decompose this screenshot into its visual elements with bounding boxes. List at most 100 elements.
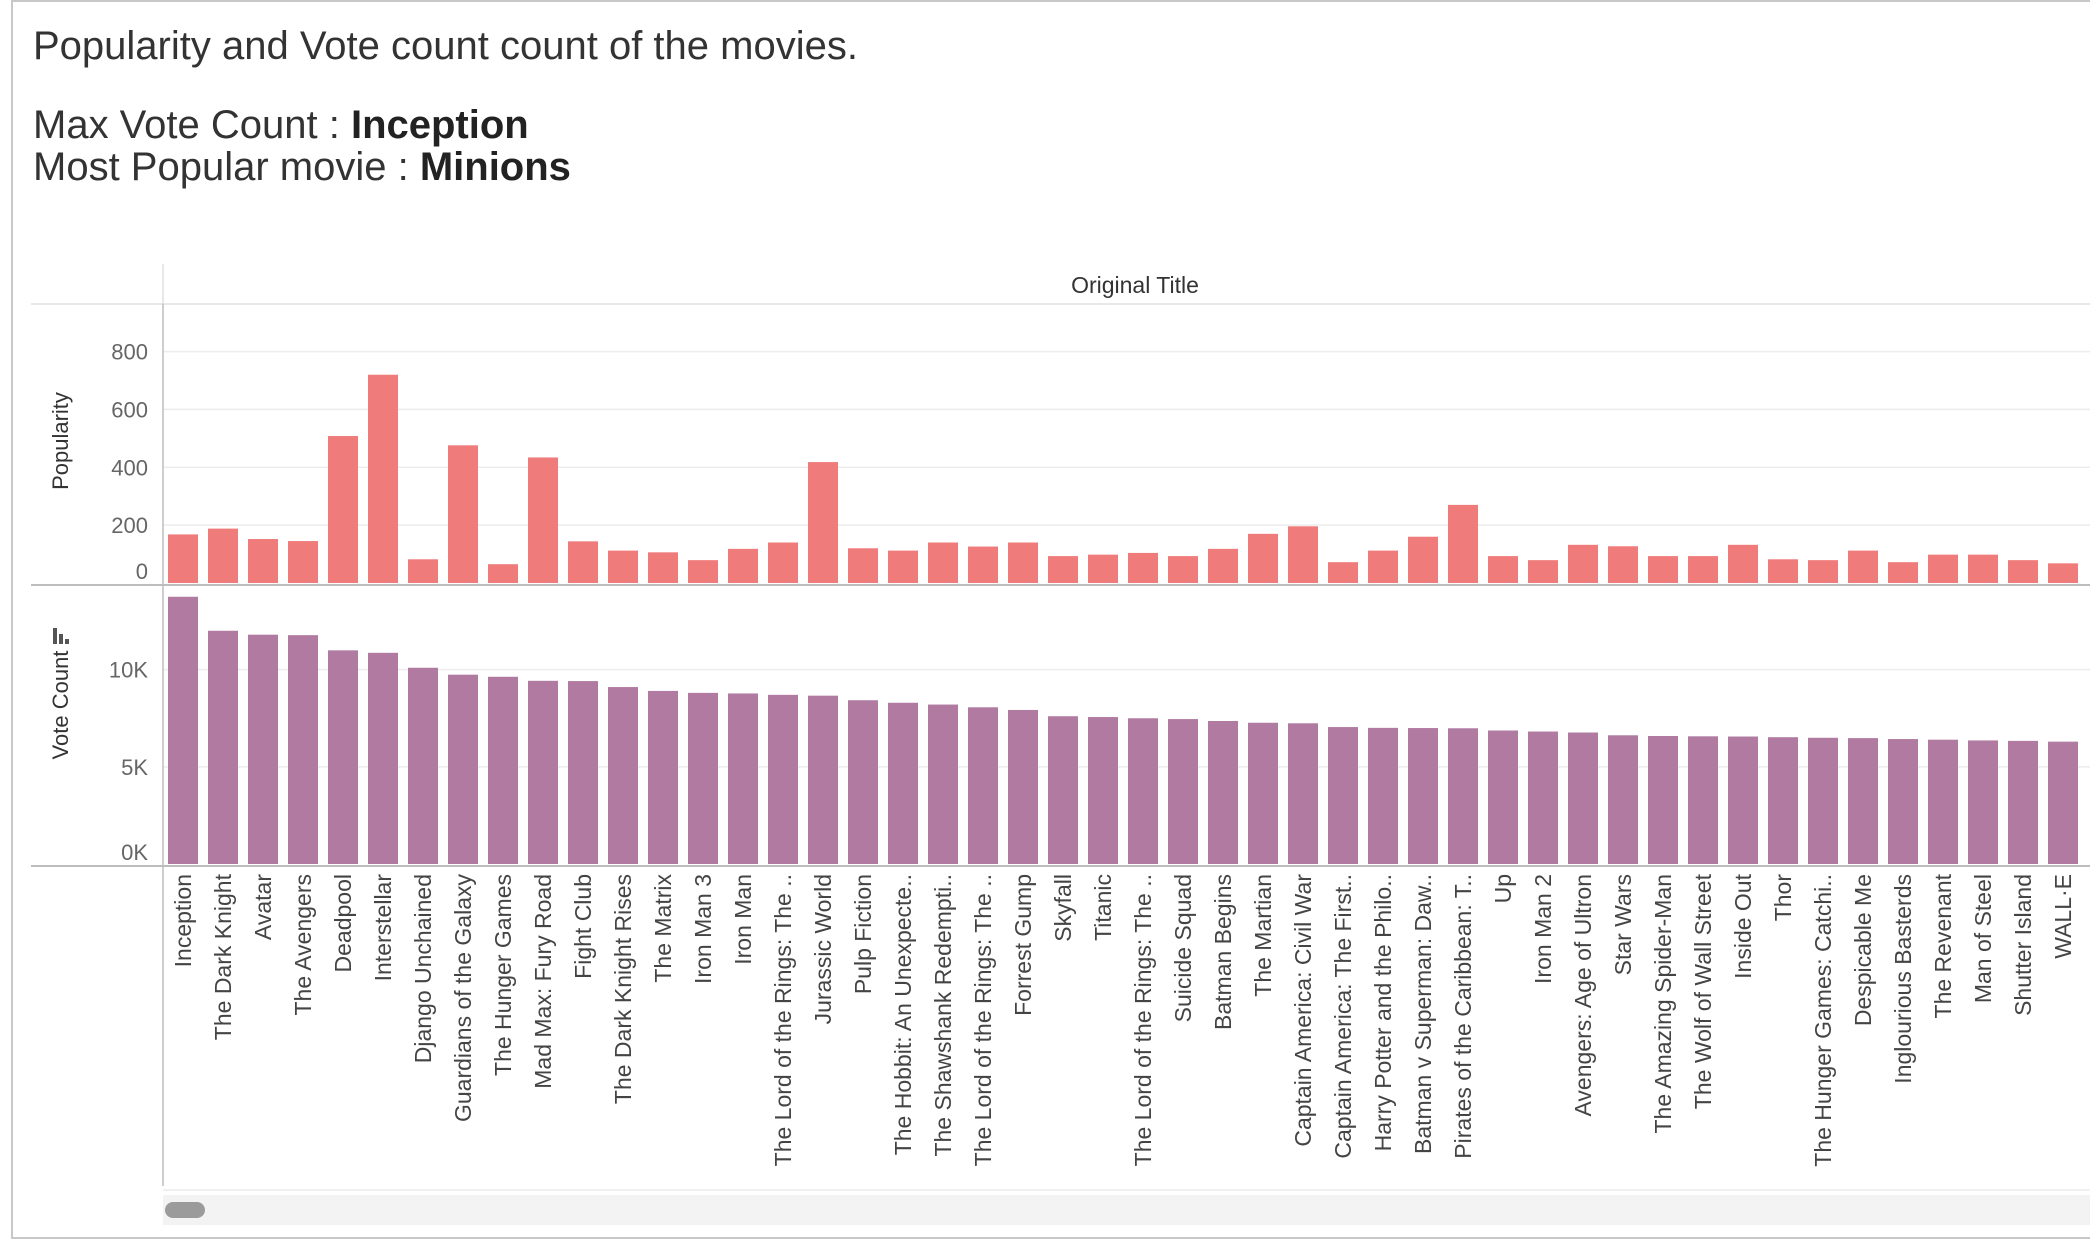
bar [648, 552, 678, 583]
max-vote-label: Max Vote Count : [33, 103, 351, 147]
bar [888, 702, 918, 864]
bar [408, 559, 438, 583]
bar [1648, 736, 1678, 864]
x-tick-label: The Lord of the Rings: The .. [1130, 874, 1156, 1166]
x-tick-label: Captain America: Civil War [1290, 874, 1316, 1147]
bar [1888, 739, 1918, 864]
bar [1728, 736, 1758, 864]
bar [1968, 554, 1998, 583]
bar [328, 436, 358, 583]
x-tick-label: Mad Max: Fury Road [530, 874, 556, 1089]
bar [1008, 709, 1038, 864]
bar [528, 457, 558, 583]
bar [288, 541, 318, 583]
y-tick-label: 0K [121, 840, 148, 865]
max-vote-line: Max Vote Count : Inception [33, 103, 529, 148]
bar [1008, 542, 1038, 583]
bar [688, 692, 718, 864]
bar [848, 548, 878, 583]
bar [1128, 718, 1158, 864]
bar [1048, 556, 1078, 583]
bar [1208, 548, 1238, 583]
bar [1248, 722, 1278, 864]
y-axis-label: Vote Count [48, 651, 73, 760]
x-tick-label: The Wolf of Wall Street [1690, 873, 1716, 1109]
x-tick-label: Inception [170, 874, 196, 967]
bar [608, 687, 638, 864]
bar [368, 374, 398, 583]
x-tick-label: Avengers: Age of Ultron [1570, 874, 1596, 1117]
bar [208, 528, 238, 583]
bar [1928, 554, 1958, 583]
x-tick-label: Fight Club [570, 874, 596, 979]
y-tick-label: 800 [111, 340, 148, 365]
x-tick-label: Interstellar [370, 874, 396, 982]
bar [1728, 544, 1758, 583]
bar [288, 635, 318, 864]
bar [888, 550, 918, 583]
bar [848, 700, 878, 864]
x-tick-label: Titanic [1090, 874, 1116, 941]
x-tick-label: The Lord of the Rings: The .. [970, 874, 996, 1166]
bar [1128, 552, 1158, 583]
bar [808, 695, 838, 864]
x-tick-label: Pulp Fiction [850, 874, 876, 994]
bar [2008, 740, 2038, 864]
y-tick-label: 200 [111, 513, 148, 538]
bar [1248, 533, 1278, 583]
x-tick-label: Avatar [250, 874, 276, 940]
bar [1168, 719, 1198, 864]
bar [768, 542, 798, 583]
bar [1528, 560, 1558, 583]
x-tick-label: The Amazing Spider-Man [1650, 874, 1676, 1134]
bar [488, 676, 518, 864]
chart-title: Popularity and Vote count count of the m… [33, 24, 858, 68]
bar [728, 548, 758, 583]
bar [248, 539, 278, 583]
y-axis-label: Popularity [48, 392, 73, 490]
bar [1488, 730, 1518, 864]
bar [568, 681, 598, 864]
horizontal-scrollbar[interactable] [163, 1195, 2090, 1225]
y-tick-label: 0 [136, 559, 148, 584]
bar [1528, 731, 1558, 864]
bar [808, 462, 838, 583]
x-tick-label: The Dark Knight Rises [610, 874, 636, 1104]
bar [1168, 556, 1198, 583]
bar [1848, 738, 1878, 864]
x-tick-label: Man of Steel [1970, 874, 1996, 1003]
bar [1488, 556, 1518, 583]
most-popular-label: Most Popular movie : [33, 145, 420, 189]
bar [1088, 717, 1118, 864]
x-tick-label: The Avengers [290, 874, 316, 1016]
x-tick-label: Batman Begins [1210, 874, 1236, 1030]
most-popular-line: Most Popular movie : Minions [33, 145, 571, 190]
bar [1368, 727, 1398, 864]
sort-icon-bar [59, 634, 63, 644]
bar [448, 674, 478, 864]
x-tick-label: The Hobbit: An Unexpecte.. [890, 874, 916, 1155]
x-tick-label: The Lord of the Rings: The .. [770, 874, 796, 1166]
bar [1048, 716, 1078, 864]
y-tick-label: 600 [111, 397, 148, 422]
x-tick-label: Django Unchained [410, 874, 436, 1063]
bar [448, 445, 478, 583]
x-tick-label: The Hunger Games [490, 874, 516, 1076]
bar [1608, 546, 1638, 583]
bar [1848, 550, 1878, 583]
bar [208, 630, 238, 864]
bar [1448, 728, 1478, 864]
bar [1288, 723, 1318, 864]
bar [568, 541, 598, 583]
scrollbar-thumb[interactable] [165, 1202, 205, 1218]
bar [1688, 736, 1718, 864]
max-vote-value: Inception [350, 103, 529, 147]
bar [2048, 563, 2078, 583]
x-tick-label: The Shawshank Redempti.. [930, 874, 956, 1157]
x-tick-label: Iron Man 2 [1530, 874, 1556, 984]
x-tick-label: Thor [1770, 874, 1796, 922]
x-tick-label: Inglourious Basterds [1890, 874, 1916, 1084]
bar [968, 546, 998, 583]
x-tick-label: Iron Man 3 [690, 874, 716, 984]
bar [408, 667, 438, 864]
